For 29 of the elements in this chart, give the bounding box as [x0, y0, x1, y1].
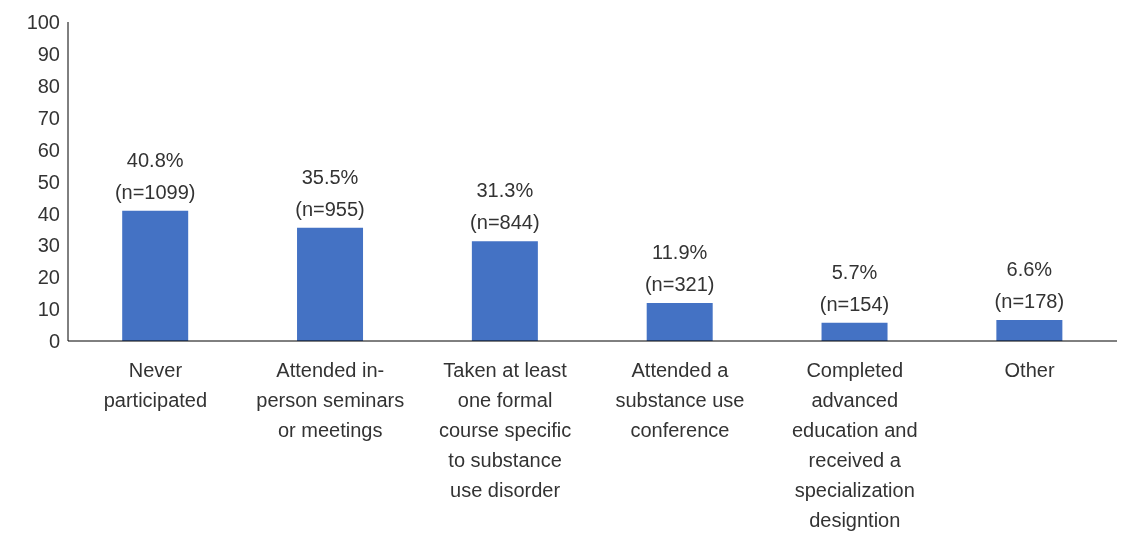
y-tick-label: 80	[37, 74, 60, 97]
bar	[996, 319, 1063, 341]
bar	[297, 227, 364, 341]
y-tick-label: 50	[37, 170, 60, 193]
x-tick-label: Other	[1004, 359, 1055, 381]
x-tick-label: Completed advanced education and received a specialization designtion	[791, 359, 918, 531]
x-tick-label: Taken at least one formal course specific to substance use disorder	[438, 359, 572, 501]
y-tick-label: 90	[37, 43, 60, 65]
x-tick-label: Never participated	[103, 359, 208, 411]
bar	[821, 322, 888, 341]
y-tick-label: 0	[48, 330, 60, 353]
data-label: 31.3% (n=844)	[470, 179, 540, 234]
data-label: 11.9% (n=321)	[644, 241, 715, 296]
y-tick-label: 20	[37, 266, 60, 289]
data-label: 6.6% (n=178)	[994, 257, 1065, 312]
y-tick-label: 30	[37, 234, 60, 257]
y-tick-label: 10	[37, 298, 60, 321]
y-tick-label: 100	[26, 11, 60, 34]
bar	[122, 210, 189, 341]
y-tick-label: 60	[37, 138, 60, 161]
data-label: 40.8% (n=1099)	[114, 148, 196, 203]
data-label: 35.5% (n=955)	[295, 165, 365, 220]
data-label: 5.7% (n=154)	[819, 260, 890, 315]
bar	[646, 303, 713, 341]
x-tick-label: Attended in-person seminars or meetings	[256, 359, 405, 441]
bar	[471, 241, 538, 341]
y-tick-label: 70	[37, 106, 60, 129]
x-tick-label: Attended a substance use conference	[615, 359, 745, 441]
y-tick-label: 40	[37, 202, 60, 225]
